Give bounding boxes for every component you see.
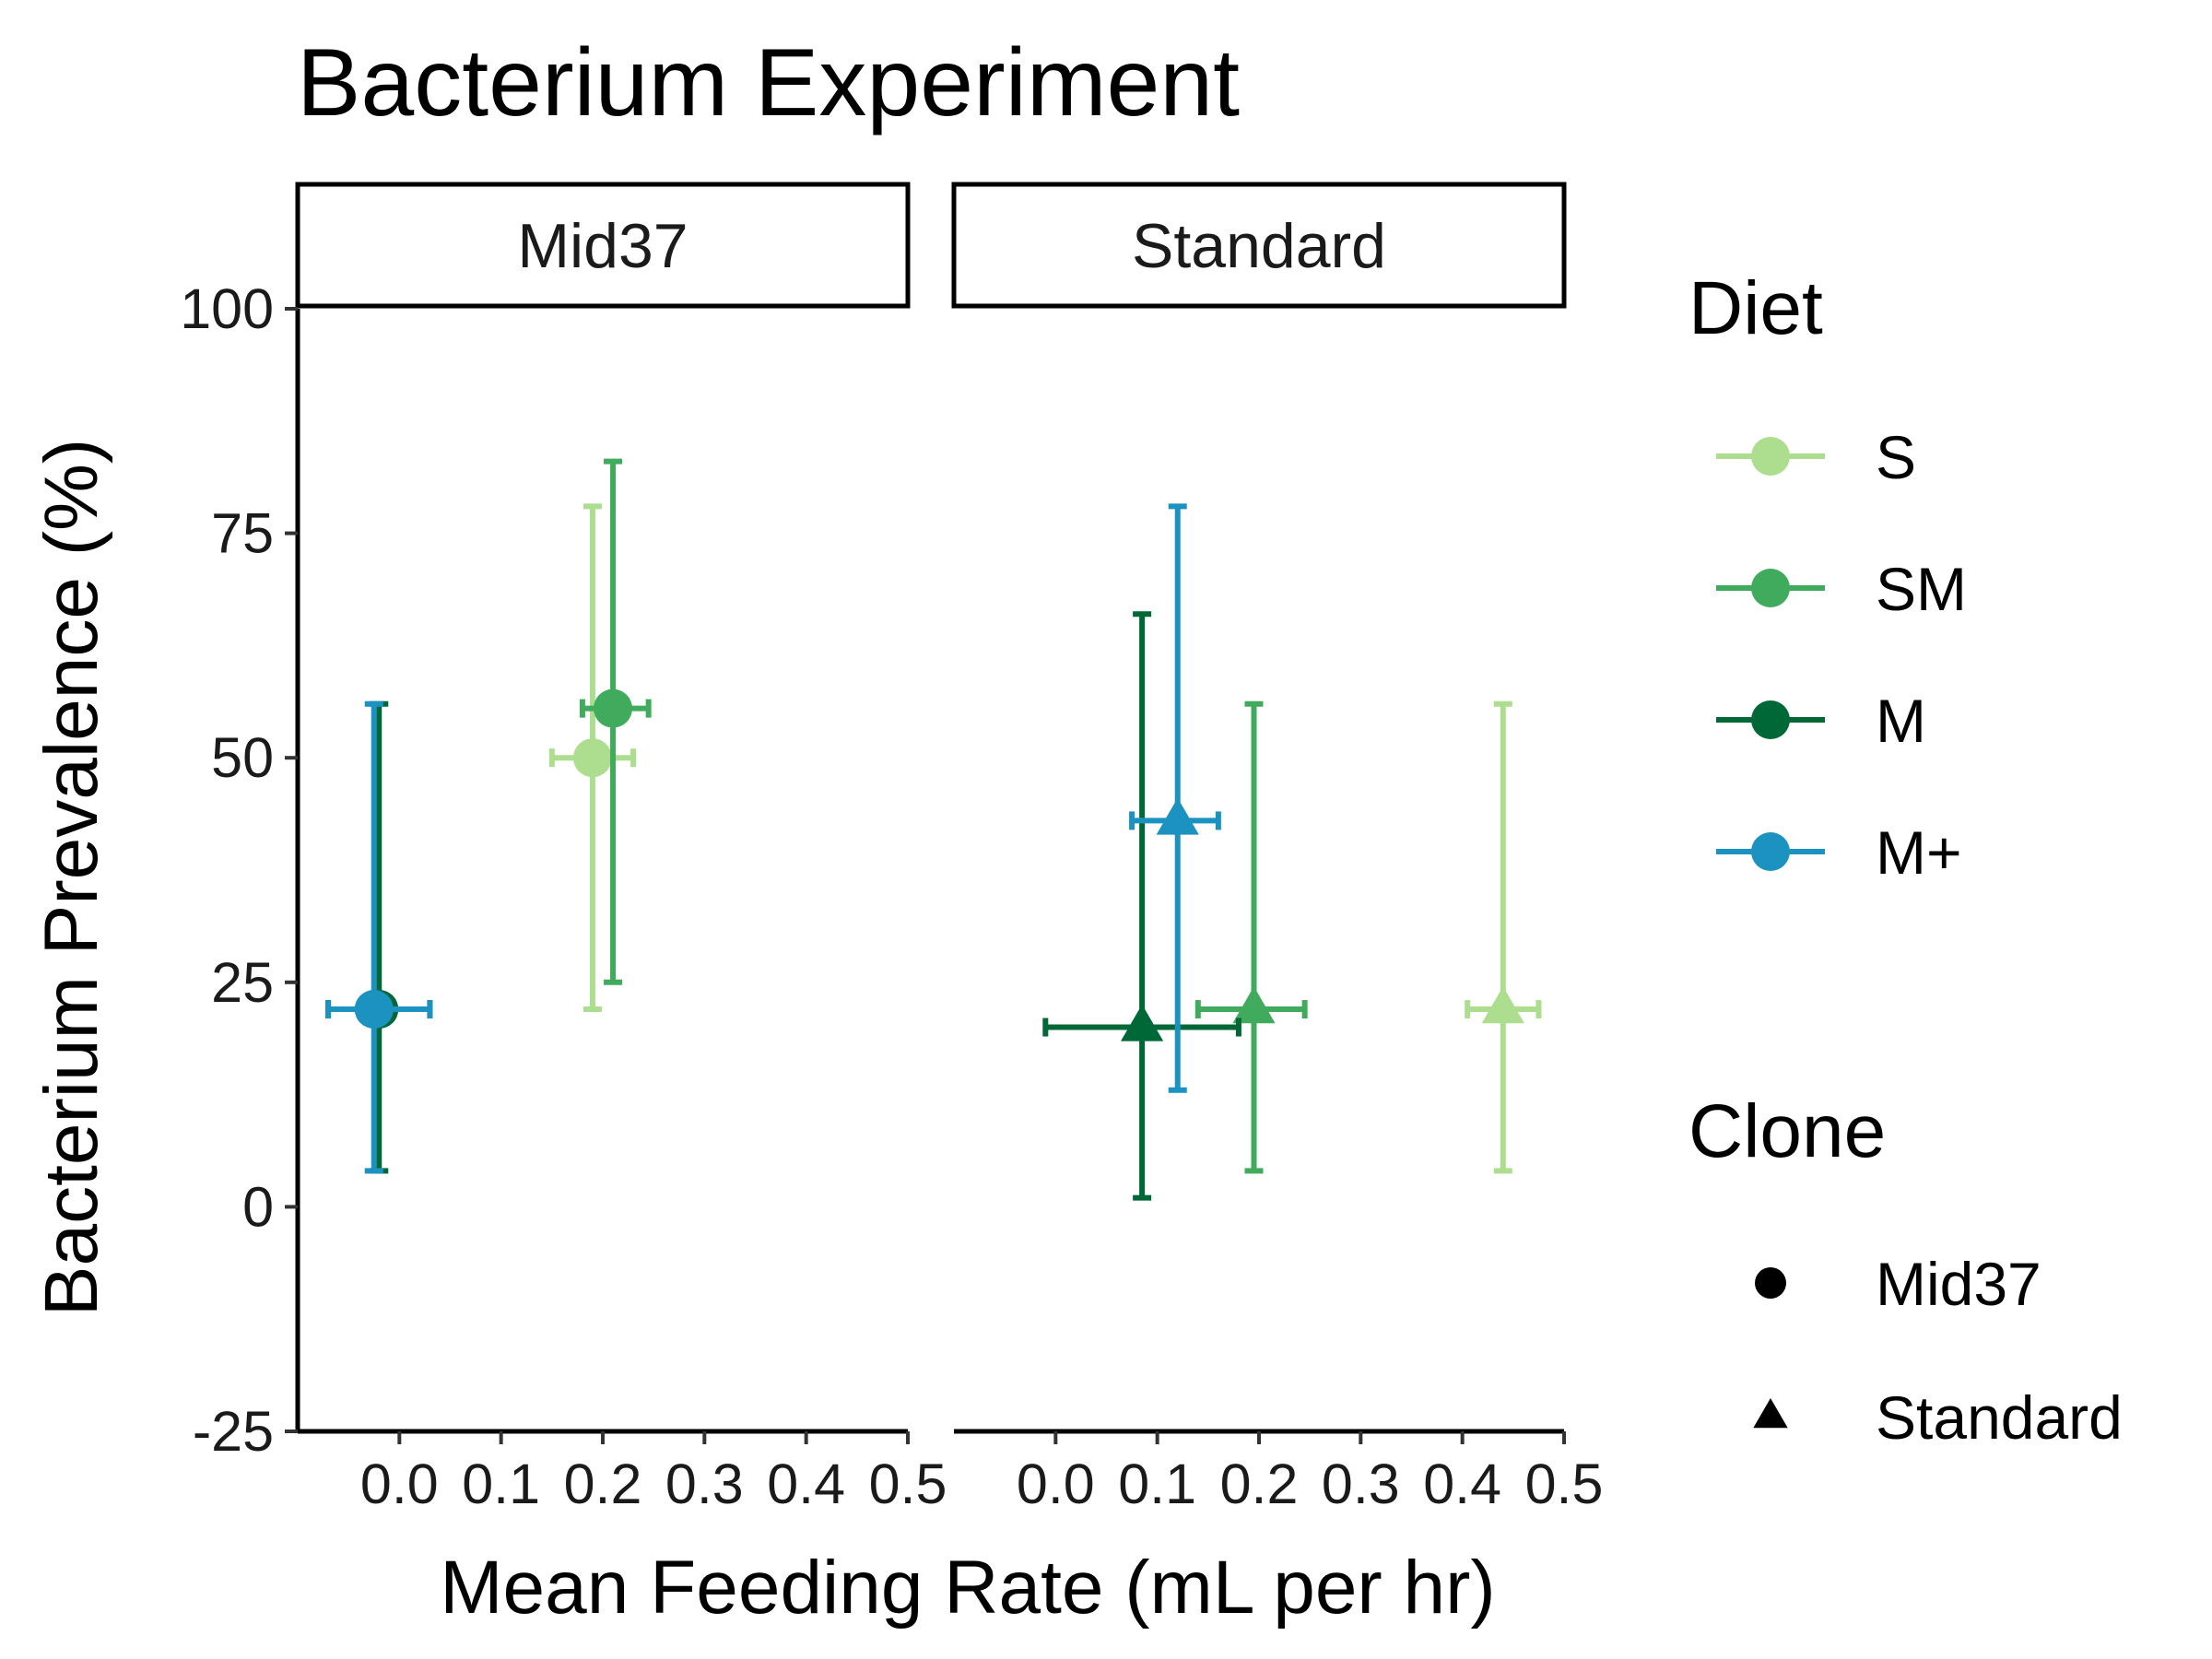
x-axis-title: Mean Feeding Rate (mL per hr) (440, 1546, 1495, 1630)
point-marker (354, 990, 394, 1030)
y-tick-label: 100 (180, 277, 274, 340)
legend-item-clone: Standard (1753, 1383, 2123, 1452)
legend-key-marker (1751, 569, 1790, 607)
x-tick-label: 0.0 (1017, 1453, 1095, 1515)
point-marker (1232, 986, 1276, 1024)
data-point-sm (1194, 700, 1308, 1174)
data-point-m-plus (1129, 503, 1221, 1093)
point-marker (1481, 986, 1524, 1024)
legend-label: M (1876, 687, 1926, 755)
y-tick-label: 75 (211, 502, 274, 565)
x-tick-label: 0.5 (1525, 1453, 1604, 1515)
x-tick-label: 0.4 (767, 1453, 845, 1515)
data-point-m (1042, 611, 1241, 1201)
data-point-s (548, 503, 637, 1013)
legend-key-marker (1755, 1267, 1786, 1299)
x-tick-label: 0.2 (1220, 1453, 1299, 1515)
legend-key-marker (1751, 437, 1790, 476)
legend-clone-items: Mid37 Standard (1753, 1250, 2123, 1452)
point-marker (1156, 797, 1199, 835)
y-tick-label: 25 (211, 951, 274, 1014)
data-point-sm (579, 458, 652, 985)
point-marker (572, 738, 612, 778)
point-marker (1121, 1004, 1164, 1041)
y-tick-label: 0 (242, 1175, 274, 1238)
legend-item-clone: Mid37 (1755, 1250, 2041, 1318)
legend-clone-title: Clone (1688, 1089, 1886, 1173)
x-tick-label: 0.4 (1423, 1453, 1501, 1515)
facet-panel-mid37: Mid37 -25 0 25 50 75 100 0.0 0.1 0.2 0.3 0.4 0.5 (180, 182, 947, 1515)
facet-strip (295, 182, 911, 309)
legend-label: Mid37 (1876, 1250, 2041, 1318)
facet-strip-label: Standard (1132, 211, 1386, 281)
chart-title: Bacterium Experiment (297, 29, 1240, 136)
legend-label: SM (1876, 555, 1967, 623)
y-tick-label: -25 (193, 1400, 274, 1463)
point-marker (594, 688, 633, 728)
legend-label: M+ (1876, 818, 1962, 887)
legend-key-marker (1751, 700, 1790, 739)
x-tick-label: 0.3 (665, 1453, 744, 1515)
legend-item-diet: M (1716, 687, 1926, 755)
x-tick-label: 0.1 (462, 1453, 540, 1515)
y-axis-title: Bacterium Prevalence (%) (29, 439, 113, 1316)
legend-item-diet: S (1716, 423, 1916, 491)
facet-panel-standard: Standard 0.0 0.1 0.2 0.3 0.4 0.5 (951, 182, 1604, 1515)
facet-strip-label: Mid37 (517, 211, 688, 281)
x-tick-label: 0.2 (564, 1453, 642, 1515)
x-tick-label: 0.5 (869, 1453, 947, 1515)
legend-item-diet: SM (1716, 555, 1967, 623)
facet-strip (951, 182, 1567, 309)
legend-item-diet: M+ (1716, 818, 1962, 887)
data-point-s (1465, 700, 1542, 1174)
legend-diet-items: S SM M M+ (1716, 423, 1967, 887)
legend: Diet Clone S SM M M+ Mid37 Standard (1688, 266, 2123, 1452)
legend-key-marker (1751, 832, 1790, 871)
y-tick-label: 50 (211, 726, 274, 789)
x-tick-label: 0.0 (360, 1453, 439, 1515)
legend-diet-title: Diet (1688, 266, 1823, 350)
legend-key-marker (1753, 1397, 1788, 1429)
legend-label: S (1876, 423, 1916, 491)
x-tick-label: 0.3 (1322, 1453, 1400, 1515)
data-point-m-plus (325, 700, 433, 1174)
x-tick-label: 0.1 (1118, 1453, 1196, 1515)
data-point-m (325, 700, 433, 1174)
legend-label: Standard (1876, 1383, 2123, 1452)
